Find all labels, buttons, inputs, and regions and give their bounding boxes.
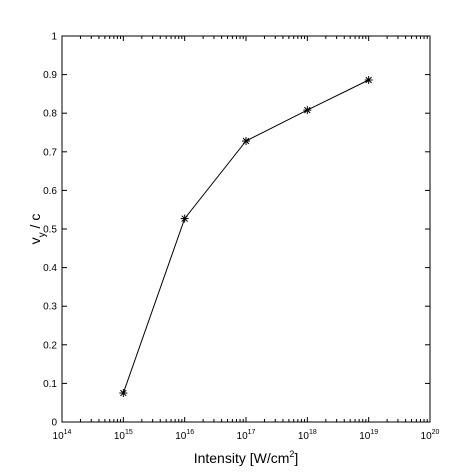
y-tick-label: 0.1 xyxy=(43,379,57,390)
x-tick-label: 1017 xyxy=(237,429,256,442)
x-tick-label-exp: 18 xyxy=(309,429,317,436)
x-tick-label: 1020 xyxy=(421,429,440,442)
y-tick-label: 0.6 xyxy=(43,186,57,197)
y-axis: 0 0.1 0.2 0.3 0.4 0.5 0.6 0.7 0.8 0.9 1 xyxy=(43,32,430,429)
y-tick-label: 0.2 xyxy=(43,340,57,351)
x-tick-label-exp: 19 xyxy=(370,429,378,436)
x-tick-label-exp: 17 xyxy=(248,429,256,436)
x-tick-label-base: 10 xyxy=(114,431,126,442)
y-axis-title-base: v xyxy=(27,237,43,244)
x-tick-label-base: 10 xyxy=(359,431,371,442)
y-tick-label: 0 xyxy=(51,418,57,429)
x-tick-label-base: 10 xyxy=(175,431,187,442)
x-tick-label-exp: 14 xyxy=(64,429,72,436)
x-tick-label: 1015 xyxy=(114,429,133,442)
x-tick-label-base: 10 xyxy=(237,431,249,442)
y-tick-label: 0.8 xyxy=(43,109,57,120)
x-tick-label-exp: 20 xyxy=(432,429,440,436)
x-tick-label-base: 10 xyxy=(298,431,310,442)
x-axis-title-sup: 2 xyxy=(289,449,294,459)
x-tick-label: 1019 xyxy=(359,429,378,442)
plot-area xyxy=(61,35,431,423)
y-axis-title: vy / c xyxy=(27,214,48,245)
x-tick-label-exp: 16 xyxy=(186,429,194,436)
y-tick-label: 0.5 xyxy=(43,225,57,236)
y-tick-label: 0.7 xyxy=(43,147,57,158)
y-tick-label: 0.9 xyxy=(43,70,57,81)
x-axis: 1014 1015 1016 1017 1018 1019 1020 xyxy=(53,36,440,442)
y-tick-label: 0.4 xyxy=(43,263,57,274)
x-axis-title-prefix: Intensity [W/cm xyxy=(194,450,290,466)
data-point xyxy=(180,214,189,223)
x-axis-title-suffix: ] xyxy=(294,450,298,466)
data-point xyxy=(364,76,373,85)
y-tick-label: 0.3 xyxy=(43,302,57,313)
data-point xyxy=(303,106,312,115)
x-axis-title: Intensity [W/cm2] xyxy=(194,449,299,466)
x-tick-label: 1018 xyxy=(298,429,317,442)
data-point xyxy=(242,136,250,145)
x-tick-label: 1014 xyxy=(53,429,72,442)
y-axis-title-sub: y xyxy=(37,232,48,237)
y-tick-label: 1 xyxy=(51,32,57,43)
y-axis-title-suffix: / c xyxy=(27,214,43,233)
x-tick-label-base: 10 xyxy=(421,431,433,442)
data-point xyxy=(119,389,128,398)
x-tick-label-exp: 15 xyxy=(125,429,133,436)
series xyxy=(119,76,373,398)
x-tick-label: 1016 xyxy=(175,429,194,442)
x-tick-label-base: 10 xyxy=(53,431,65,442)
